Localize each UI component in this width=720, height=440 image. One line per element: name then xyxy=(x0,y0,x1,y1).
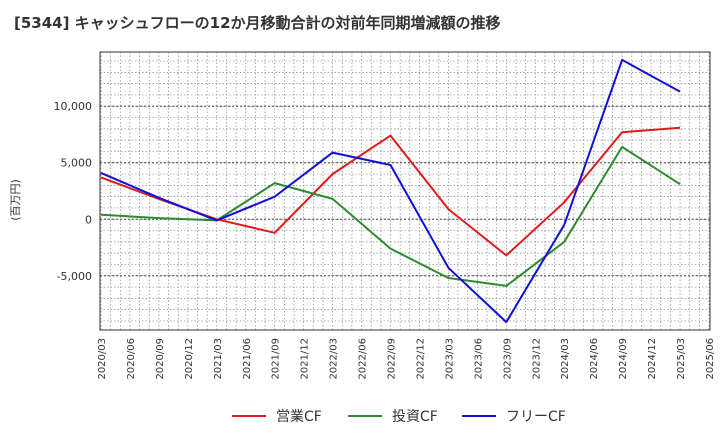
x-tick-label: 2023/12 xyxy=(531,338,542,380)
legend-item-investing: 投資CF xyxy=(348,404,438,428)
legend-item-free: フリーCF xyxy=(462,404,566,428)
chart-title: [5344] キャッシュフローの12か月移動合計の対前年同期増減額の推移 xyxy=(14,14,501,32)
x-tick-label: 2022/03 xyxy=(329,338,340,380)
x-tick-label: 2022/06 xyxy=(358,338,369,380)
y-tick-layer: 10,000 5,000 0 -5,000 xyxy=(54,100,93,283)
x-tick-label: 2021/03 xyxy=(213,338,224,380)
x-tick-label: 2024/03 xyxy=(560,338,571,380)
x-tick-label: 2021/12 xyxy=(300,338,311,380)
legend: 営業CF 投資CF フリーCF xyxy=(0,404,720,428)
x-tick-label: 2025/06 xyxy=(705,338,716,380)
x-tick-label: 2022/12 xyxy=(415,338,426,380)
x-tick-layer: 2020/03 2020/06 2020/09 2020/12 2021/03 2021/… xyxy=(97,338,716,380)
legend-swatch-free xyxy=(462,415,496,417)
x-tick-label: 2025/03 xyxy=(676,338,687,380)
x-tick-label: 2023/03 xyxy=(444,338,455,380)
x-tick-label: 2024/06 xyxy=(589,338,600,380)
series-line-1 xyxy=(100,145,681,287)
series-layer xyxy=(100,58,681,324)
legend-label-free: フリーCF xyxy=(506,409,566,425)
x-tick-label: 2023/06 xyxy=(473,338,484,380)
x-tick-label: 2021/09 xyxy=(271,338,282,380)
y-tick-label: -5,000 xyxy=(57,270,92,283)
plot-frame xyxy=(99,51,711,331)
legend-label-operating: 営業CF xyxy=(276,409,322,425)
x-tick-label: 2021/06 xyxy=(242,338,253,380)
x-tick-label: 2020/06 xyxy=(126,338,137,380)
grid-layer xyxy=(100,52,710,330)
series-line-2 xyxy=(100,58,681,324)
legend-item-operating: 営業CF xyxy=(232,404,322,428)
y-tick-label: 10,000 xyxy=(54,100,93,113)
plot-area: 10,000 5,000 0 -5,000 2020/03 2020/06 2020/09… xyxy=(54,51,716,380)
x-tick-label: 2024/09 xyxy=(618,338,629,380)
x-tick-label: 2024/12 xyxy=(647,338,658,380)
x-tick-label: 2020/12 xyxy=(184,338,195,380)
x-tick-label: 2022/09 xyxy=(387,338,398,380)
y-tick-label: 5,000 xyxy=(61,157,93,170)
x-tick-label: 2023/09 xyxy=(502,338,513,380)
x-tick-label: 2020/03 xyxy=(97,338,108,380)
legend-swatch-investing xyxy=(348,415,382,417)
legend-swatch-operating xyxy=(232,415,266,417)
x-tick-label: 2020/09 xyxy=(155,338,166,380)
legend-label-investing: 投資CF xyxy=(392,409,438,425)
y-tick-label: 0 xyxy=(85,213,92,226)
